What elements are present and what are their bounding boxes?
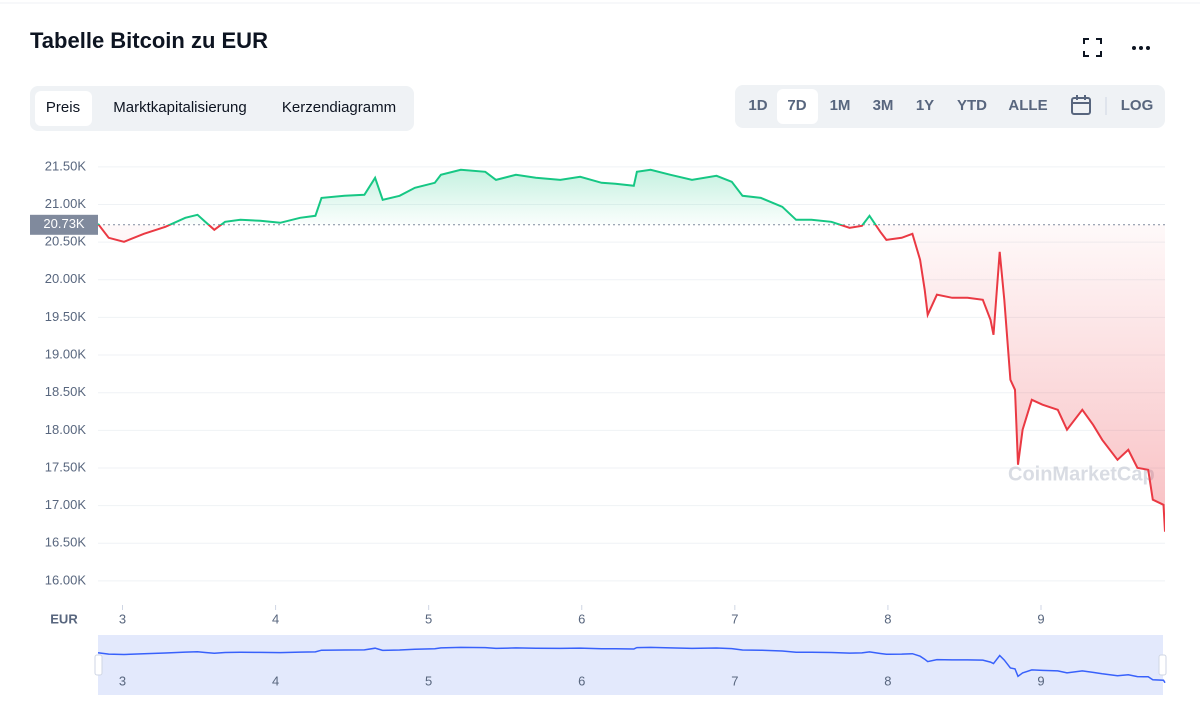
y-tick-label: 20.00K bbox=[45, 271, 87, 286]
navigator bbox=[98, 635, 1163, 695]
calendar-icon[interactable] bbox=[1071, 95, 1091, 115]
y-tick-label: 16.00K bbox=[45, 572, 87, 587]
x-tick-label: 3 bbox=[119, 611, 126, 626]
y-tick-label: 19.00K bbox=[45, 346, 87, 361]
range-button[interactable]: 3M bbox=[873, 97, 894, 114]
navigator-tick-label: 4 bbox=[272, 673, 279, 688]
price-line bbox=[98, 168, 1165, 532]
y-tick-label: 18.00K bbox=[45, 422, 87, 437]
y-tick-label: 18.50K bbox=[45, 384, 87, 399]
navigator-tick-label: 6 bbox=[578, 673, 585, 688]
reference-label-box bbox=[30, 214, 98, 235]
range-button[interactable]: ALLE bbox=[1008, 97, 1047, 114]
range-group bbox=[735, 85, 1165, 128]
x-tick-label: 4 bbox=[272, 611, 279, 626]
y-tick-label: 16.50K bbox=[45, 535, 87, 550]
navigator-tick-label: 3 bbox=[119, 673, 126, 688]
tab-group bbox=[30, 86, 414, 131]
y-tick-label: 17.50K bbox=[45, 459, 87, 474]
y-tick-label: 19.50K bbox=[45, 309, 87, 324]
navigator-tick-label: 7 bbox=[731, 673, 738, 688]
y-tick-label: 20.50K bbox=[45, 234, 87, 249]
more-icon[interactable] bbox=[1132, 46, 1150, 50]
fullscreen-icon[interactable] bbox=[1083, 38, 1102, 57]
x-tick-label: 8 bbox=[884, 611, 891, 626]
navigator-handle[interactable] bbox=[94, 654, 103, 676]
navigator-line bbox=[97, 646, 1166, 684]
x-tick-label: 9 bbox=[1037, 611, 1044, 626]
price-area bbox=[98, 169, 1165, 532]
log-button[interactable]: LOG bbox=[1121, 97, 1154, 114]
x-tick-label: 5 bbox=[425, 611, 432, 626]
tab[interactable]: Marktkapitalisierung bbox=[113, 99, 246, 116]
navigator-handle[interactable] bbox=[1158, 654, 1167, 676]
navigator-tick-label: 9 bbox=[1037, 673, 1044, 688]
range-button[interactable]: 7D bbox=[787, 97, 806, 114]
range-button[interactable]: 1D bbox=[748, 97, 767, 114]
chart-title: Tabelle Bitcoin zu EUR bbox=[30, 28, 268, 53]
navigator-tick-label: 8 bbox=[884, 673, 891, 688]
tab[interactable]: Preis bbox=[46, 99, 80, 116]
navigator-tick-label: 5 bbox=[425, 673, 432, 688]
range-button[interactable]: YTD bbox=[957, 97, 987, 114]
watermark: CoinMarketCap bbox=[1008, 463, 1155, 485]
x-tick-label: 7 bbox=[731, 611, 738, 626]
range-button[interactable]: 1Y bbox=[916, 97, 934, 114]
currency-label: EUR bbox=[50, 611, 78, 626]
active-range bbox=[777, 89, 818, 124]
range-button[interactable]: 1M bbox=[830, 97, 851, 114]
reference-label: 20.73K bbox=[43, 216, 85, 231]
y-tick-label: 21.00K bbox=[45, 196, 87, 211]
y-tick-label: 17.00K bbox=[45, 497, 87, 512]
x-tick-label: 6 bbox=[578, 611, 585, 626]
y-tick-label: 21.50K bbox=[45, 158, 87, 173]
active-tab bbox=[35, 91, 92, 126]
tab[interactable]: Kerzendiagramm bbox=[282, 99, 396, 116]
